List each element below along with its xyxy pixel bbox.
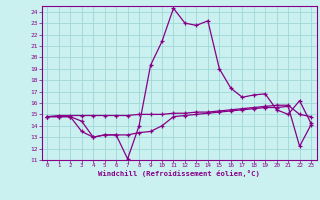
X-axis label: Windchill (Refroidissement éolien,°C): Windchill (Refroidissement éolien,°C) bbox=[98, 170, 260, 177]
